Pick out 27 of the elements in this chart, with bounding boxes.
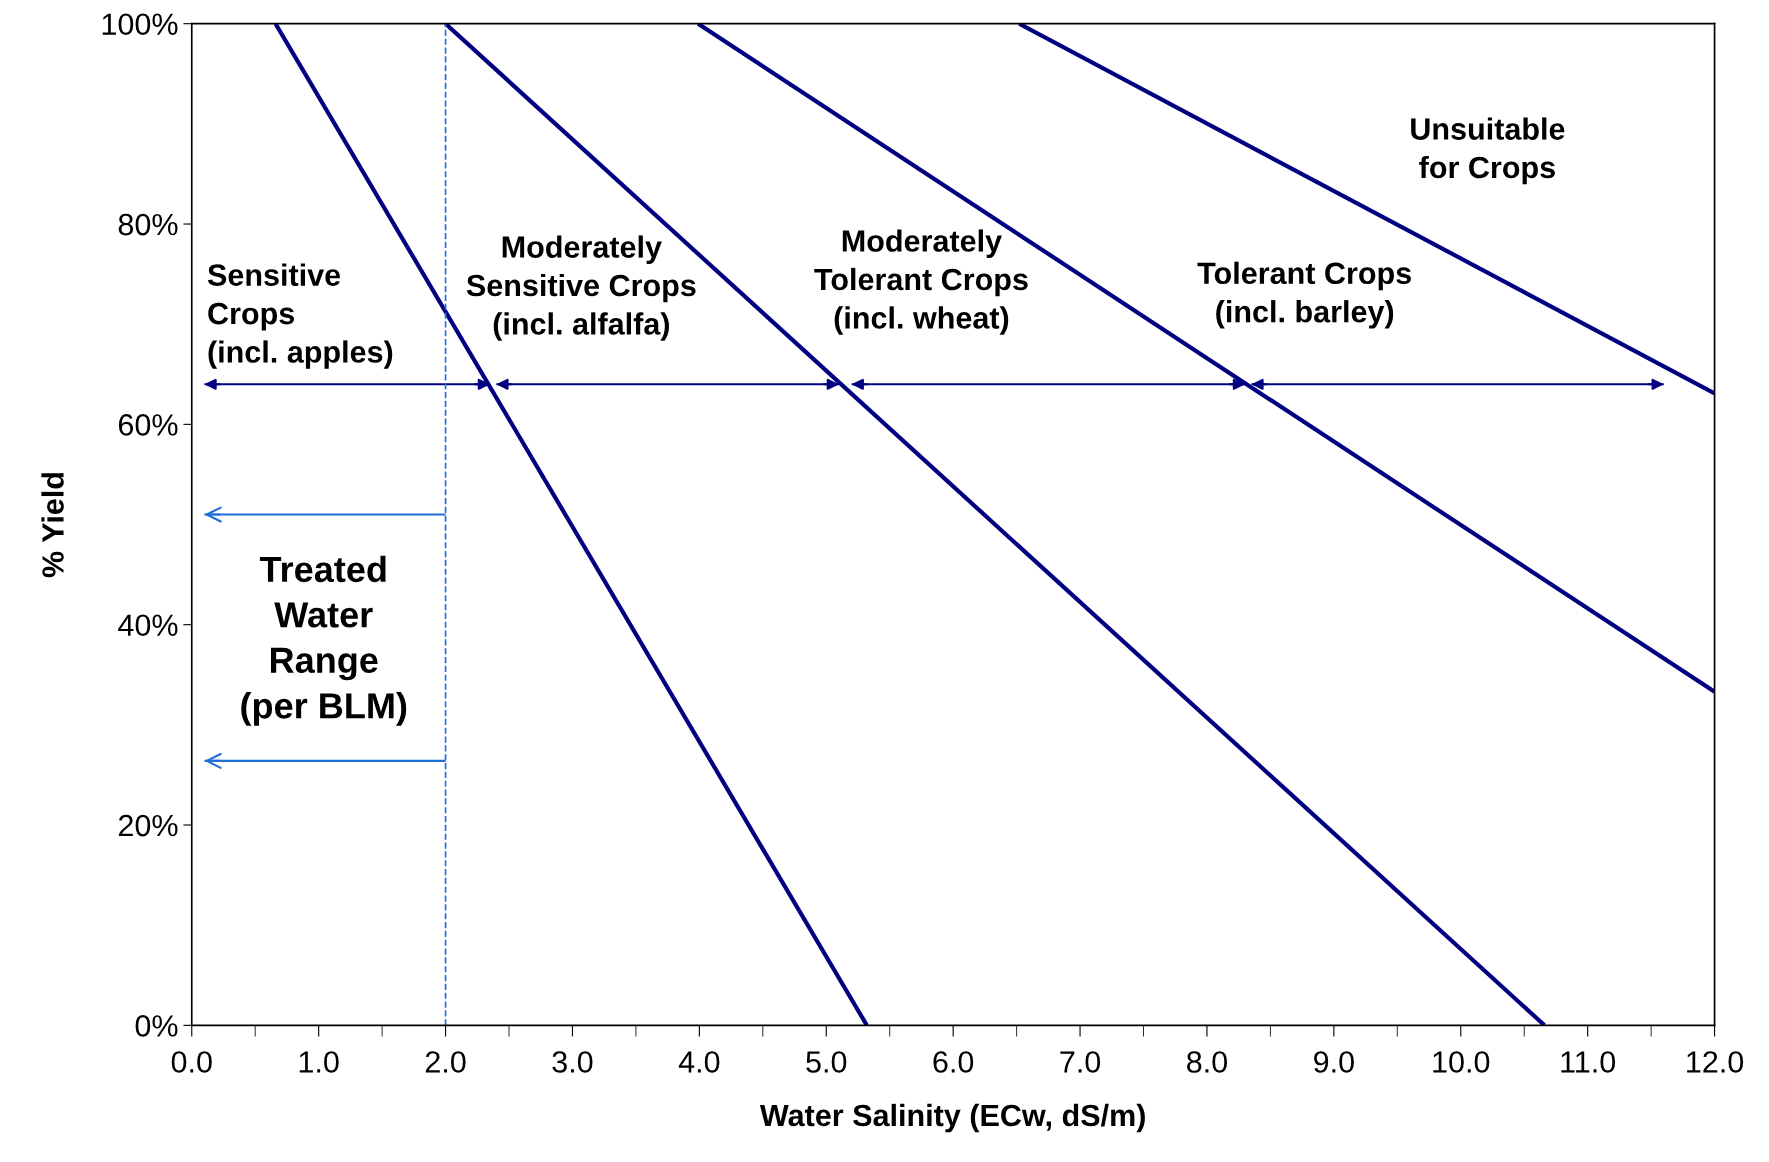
x-tick-label: 12.0 xyxy=(1687,1051,1744,1073)
x-tick-label: 11.0 xyxy=(1561,1051,1616,1073)
x-tick-label: 6.0 xyxy=(933,1051,974,1073)
x-tick-label: 10.0 xyxy=(1433,1051,1490,1073)
x-axis-title: Water Salinity (ECw, dS/m) xyxy=(759,1103,1145,1133)
x-tick-label: 2.0 xyxy=(425,1051,466,1073)
y-tick-label: 0% xyxy=(135,1015,178,1037)
y-tick-label: 80% xyxy=(118,213,178,236)
annotation: Treated Water Range (per BLM) xyxy=(241,555,407,726)
x-tick-label: 1.0 xyxy=(299,1051,339,1073)
x-tick-label: 5.0 xyxy=(806,1051,847,1073)
annotation: Moderately Tolerant Crops (incl. wheat) xyxy=(814,229,1028,335)
y-tick-label: 20% xyxy=(118,814,178,837)
y-tick-label: 40% xyxy=(118,614,178,637)
annotation: Tolerant Crops (incl. barley) xyxy=(1197,261,1411,329)
x-tick-label: 9.0 xyxy=(1314,1051,1354,1073)
x-tick-label: 4.0 xyxy=(678,1051,720,1073)
y-tick-label: 100% xyxy=(102,13,178,36)
x-tick-label: 3.0 xyxy=(552,1051,593,1073)
x-tick-label: 7.0 xyxy=(1060,1051,1101,1073)
y-axis-title: % Yield xyxy=(41,473,64,578)
x-tick-label: 0.0 xyxy=(171,1051,212,1073)
annotation: Moderately Sensitive Crops (incl. alfalfa) xyxy=(466,235,696,341)
y-tick-label: 60% xyxy=(118,414,178,436)
annotation: Unsuitable for Crops xyxy=(1411,117,1565,185)
annotation: Sensitive Crops (incl. apples) xyxy=(207,263,393,369)
x-tick-label: 8.0 xyxy=(1187,1051,1227,1073)
